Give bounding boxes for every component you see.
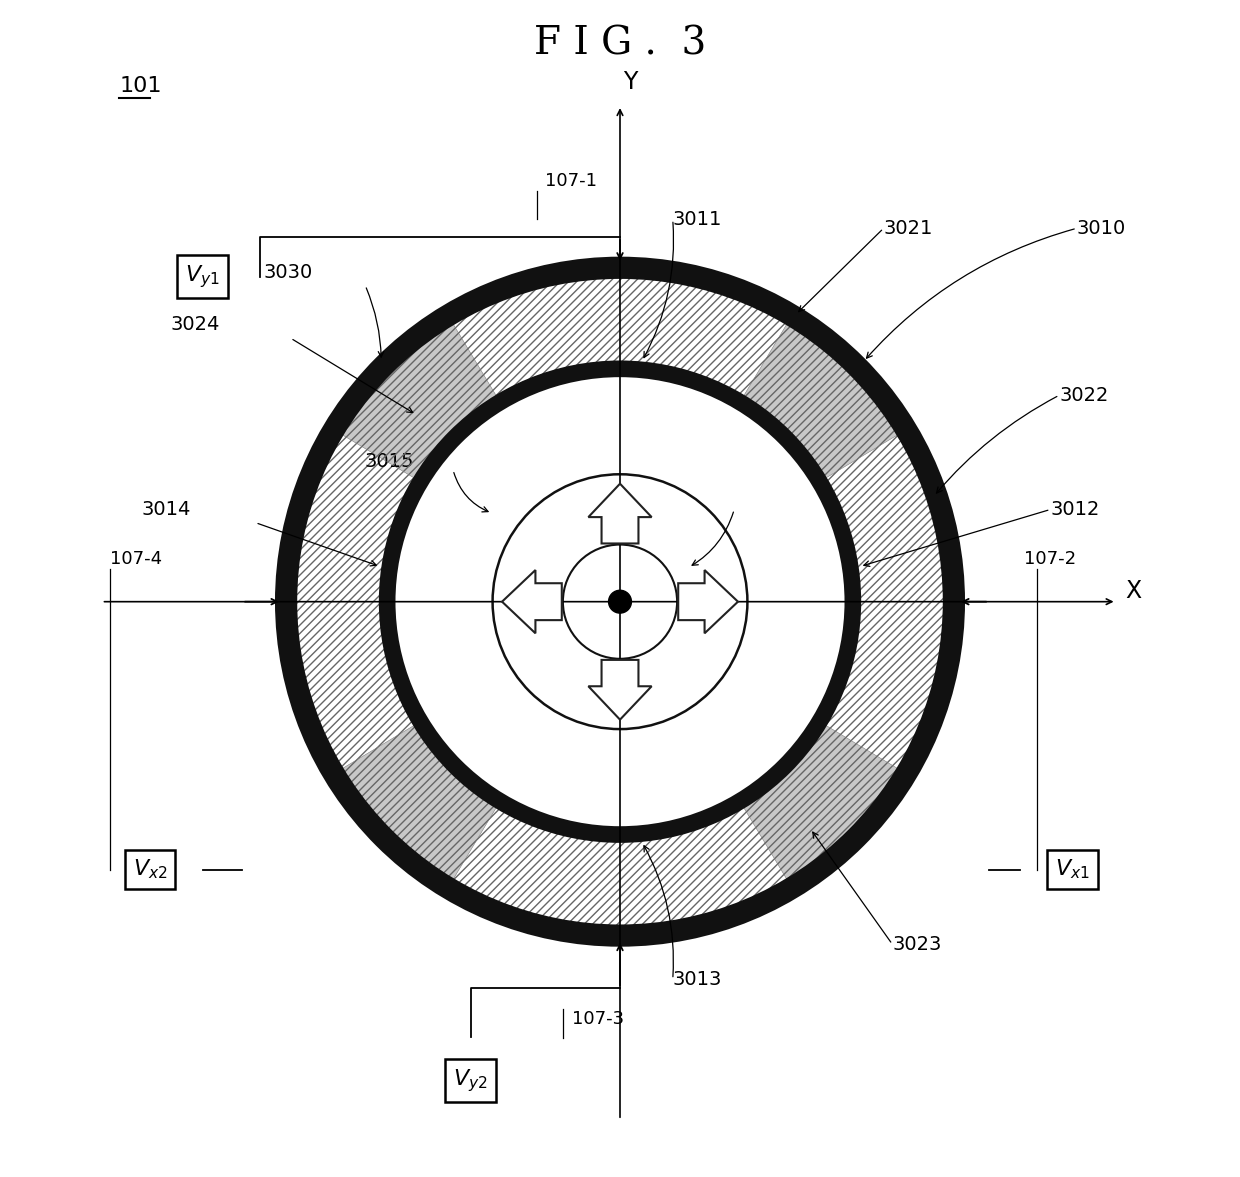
Circle shape xyxy=(563,545,677,659)
Text: 3030: 3030 xyxy=(263,262,312,281)
FancyArrow shape xyxy=(502,570,562,633)
Text: 107-4: 107-4 xyxy=(110,551,162,568)
Text: $V_{x1}$: $V_{x1}$ xyxy=(1055,858,1090,882)
Text: Y: Y xyxy=(624,69,637,94)
Circle shape xyxy=(609,590,631,613)
Text: 3021: 3021 xyxy=(884,219,932,238)
Text: 107-2: 107-2 xyxy=(1024,551,1076,568)
Text: 101: 101 xyxy=(119,77,161,97)
Text: 3011: 3011 xyxy=(673,210,722,230)
Text: 3022: 3022 xyxy=(1059,386,1109,405)
Wedge shape xyxy=(740,722,906,887)
FancyArrow shape xyxy=(678,570,738,633)
Text: 3010: 3010 xyxy=(1076,219,1126,238)
FancyArrow shape xyxy=(588,660,652,719)
Text: 3023: 3023 xyxy=(893,935,941,953)
Text: 3015: 3015 xyxy=(365,452,413,471)
Text: 107-3: 107-3 xyxy=(572,1010,624,1029)
FancyArrow shape xyxy=(588,484,652,544)
Wedge shape xyxy=(334,722,500,887)
Wedge shape xyxy=(334,315,500,481)
Text: 3014: 3014 xyxy=(141,500,191,519)
Text: $V_{x2}$: $V_{x2}$ xyxy=(133,858,167,882)
Text: 102: 102 xyxy=(743,491,780,510)
Text: 3012: 3012 xyxy=(1050,500,1100,519)
Circle shape xyxy=(398,379,842,824)
Text: $V_{y2}$: $V_{y2}$ xyxy=(454,1068,489,1093)
Text: F I G .  3: F I G . 3 xyxy=(534,25,706,62)
Text: 107-1: 107-1 xyxy=(546,173,598,191)
Circle shape xyxy=(383,365,857,839)
Circle shape xyxy=(492,474,748,729)
Text: 3024: 3024 xyxy=(171,315,221,334)
Text: X: X xyxy=(1125,579,1141,603)
Text: $V_{y1}$: $V_{y1}$ xyxy=(185,264,219,290)
Text: 3013: 3013 xyxy=(673,970,722,989)
Wedge shape xyxy=(740,315,906,481)
